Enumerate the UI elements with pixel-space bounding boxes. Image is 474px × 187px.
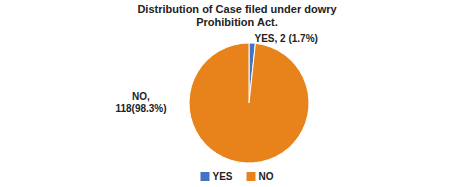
legend-item: YES — [200, 171, 232, 182]
legend-label: YES — [212, 171, 232, 182]
title: Distribution of Case filed under dowryPr… — [137, 3, 337, 28]
pie — [189, 43, 309, 163]
legend-item: NO — [247, 171, 274, 182]
data-label-line: YES, 2 (1.7%) — [255, 33, 318, 44]
legend-label: NO — [259, 171, 274, 182]
data-label: YES, 2 (1.7%) — [255, 33, 318, 44]
title-line: Prohibition Act. — [196, 16, 277, 28]
data-labels: YES, 2 (1.7%) NO,118(98.3%) — [115, 33, 317, 114]
data-label-line: NO, — [132, 91, 150, 102]
data-label: NO,118(98.3%) — [115, 91, 166, 114]
pie-slice — [189, 43, 309, 163]
legend-swatch — [200, 172, 209, 181]
chart: Distribution of Case filed under dowryPr… — [0, 0, 474, 187]
title-line: Distribution of Case filed under dowry — [137, 3, 337, 15]
legend-swatch — [247, 172, 256, 181]
legend: YES NO — [200, 171, 273, 182]
data-label-line: 118(98.3%) — [115, 103, 166, 114]
